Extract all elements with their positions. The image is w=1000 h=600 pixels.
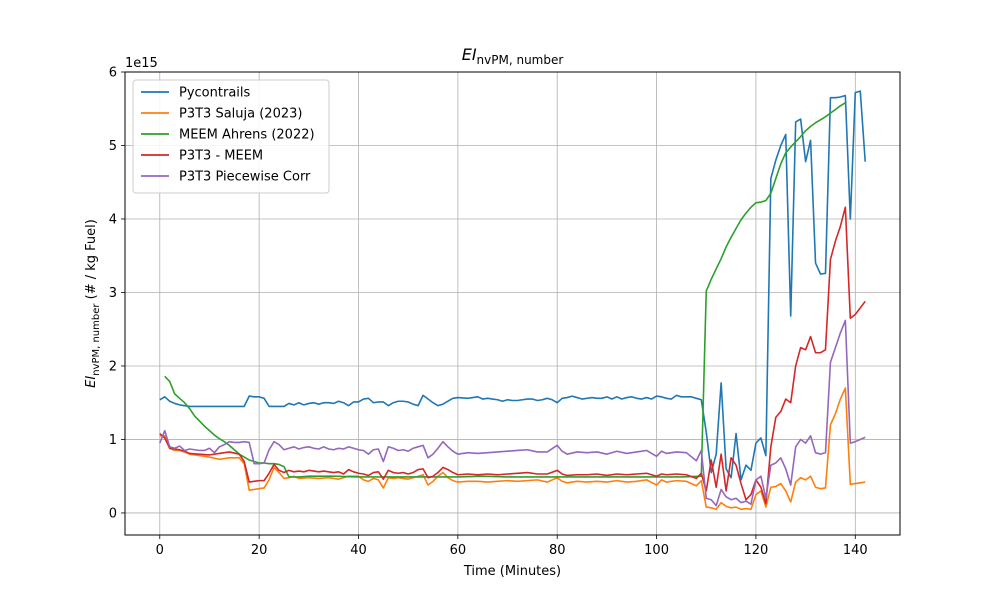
x-tick-label: 20 [251, 543, 268, 558]
chart-title-main: EI [462, 45, 477, 64]
y-tick-label: 2 [109, 359, 117, 374]
series-line-5 [159, 319, 866, 507]
x-tick-label: 40 [350, 543, 367, 558]
chart-title-subscript: nvPM, number [477, 53, 564, 67]
y-axis-multiplier: 1e15 [125, 56, 158, 71]
x-tick-label: 100 [644, 543, 669, 558]
y-tick-label: 4 [109, 212, 117, 227]
y-axis: 0 1 2 3 4 5 6 [109, 66, 125, 521]
y-tick-label: 5 [109, 139, 117, 154]
y-tick-label: 0 [109, 506, 117, 521]
x-tick-label: 140 [843, 543, 868, 558]
x-axis-label: Time (Minutes) [463, 564, 561, 579]
series-line-3 [164, 102, 846, 478]
y-axis-label-units: (# / kg Fuel) [84, 219, 99, 303]
legend-label-4: P3T3 - MEEM [179, 149, 263, 164]
series-line-2 [159, 387, 866, 511]
x-tick-label: 0 [156, 543, 164, 558]
y-tick-label: 1 [109, 433, 117, 448]
series-line-4 [159, 206, 866, 505]
y-tick-label: 3 [109, 286, 117, 301]
x-tick-label: 120 [744, 543, 769, 558]
plot-frame [124, 71, 901, 536]
chart-title: EInvPM, number [462, 45, 564, 67]
x-axis: 0 20 40 60 80 100 120 140 [156, 535, 868, 558]
legend-label-1: Pycontrails [179, 86, 251, 101]
series-line-1 [159, 90, 867, 481]
x-tick-label: 80 [549, 543, 566, 558]
y-axis-label: EInvPM, number (# / kg Fuel) [84, 219, 102, 388]
legend-label-2: P3T3 Saluja (2023) [179, 107, 302, 122]
legend-label-3: MEEM Ahrens (2022) [179, 128, 315, 143]
y-tick-label: 6 [109, 66, 117, 81]
x-tick-label: 60 [450, 543, 467, 558]
y-axis-label-main: EI [84, 376, 99, 388]
legend-label-5: P3T3 Piecewise Corr [179, 170, 311, 185]
series-layer [159, 90, 867, 511]
legend-box [132, 79, 330, 194]
legend: Pycontrails P3T3 Saluja (2023) MEEM Ahrens… [132, 79, 330, 194]
y-axis-label-subscript: nvPM, number [91, 303, 102, 376]
